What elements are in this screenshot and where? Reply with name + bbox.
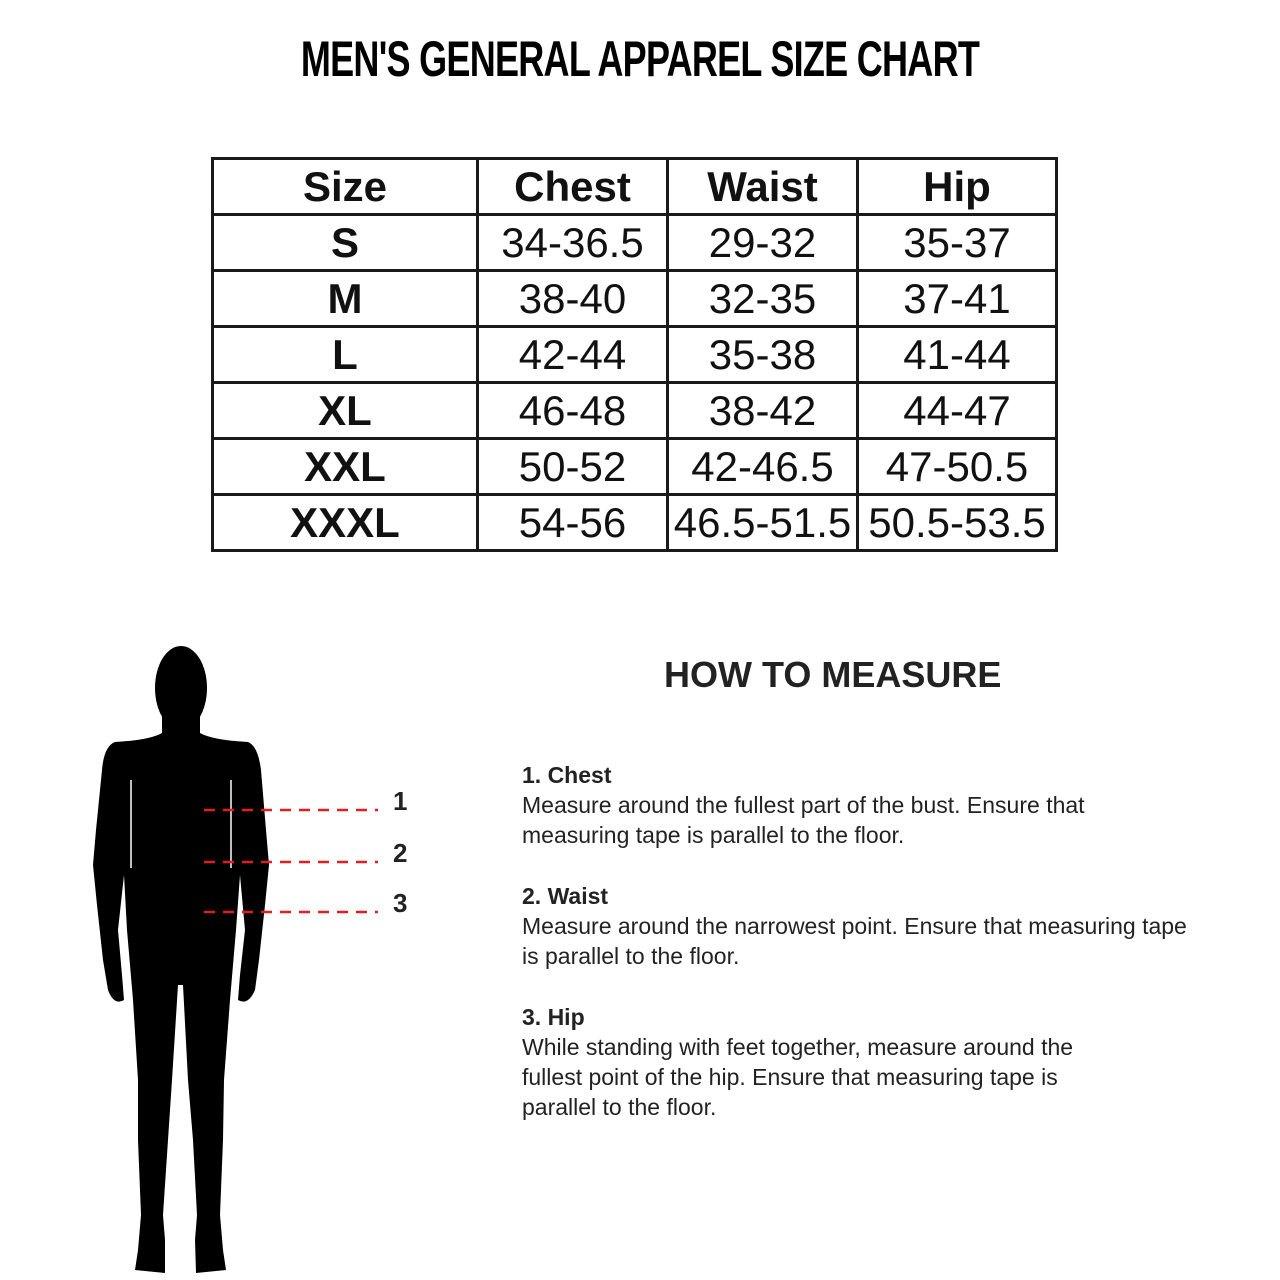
cell-hip: 41-44 bbox=[856, 325, 1058, 384]
table-row: XL 46-48 38-42 44-47 bbox=[211, 381, 1058, 440]
how-to-measure-heading: HOW TO MEASURE bbox=[664, 654, 1002, 695]
silhouette-body bbox=[93, 715, 269, 1273]
cell-chest: 42-44 bbox=[476, 325, 669, 384]
step-waist: 2. Waist Measure around the narrowest po… bbox=[522, 881, 1222, 971]
cell-size: XXXL bbox=[211, 493, 479, 552]
cell-hip: 37-41 bbox=[856, 269, 1058, 328]
step-title: 2. Waist bbox=[522, 883, 609, 909]
cell-size: M bbox=[211, 269, 479, 328]
header-waist: Waist bbox=[666, 157, 859, 216]
cell-chest: 54-56 bbox=[476, 493, 669, 552]
cell-chest: 34-36.5 bbox=[476, 213, 669, 272]
marker-3: 3 bbox=[393, 888, 408, 918]
cell-chest: 50-52 bbox=[476, 437, 669, 496]
table-row: M 38-40 32-35 37-41 bbox=[211, 269, 1058, 328]
silhouette-head bbox=[155, 646, 207, 730]
header-chest: Chest bbox=[476, 157, 669, 216]
table-row: S 34-36.5 29-32 35-37 bbox=[211, 213, 1058, 272]
table-row: XXXL 54-56 46.5-51.5 50.5-53.5 bbox=[211, 493, 1058, 552]
cell-size: XXL bbox=[211, 437, 479, 496]
cell-hip: 35-37 bbox=[856, 213, 1058, 272]
table-header-row: Size Chest Waist Hip bbox=[211, 157, 1058, 216]
cell-size: S bbox=[211, 213, 479, 272]
step-chest: 1. Chest Measure around the fullest part… bbox=[522, 760, 1222, 850]
cell-hip: 50.5-53.5 bbox=[856, 493, 1058, 552]
header-size: Size bbox=[211, 157, 479, 216]
header-hip: Hip bbox=[856, 157, 1058, 216]
step-text: While standing with feet together, measu… bbox=[522, 1034, 1074, 1120]
cell-chest: 46-48 bbox=[476, 381, 669, 440]
step-hip: 3. Hip While standing with feet together… bbox=[522, 1002, 1222, 1122]
cell-waist: 35-38 bbox=[666, 325, 859, 384]
cell-waist: 42-46.5 bbox=[666, 437, 859, 496]
cell-waist: 46.5-51.5 bbox=[666, 493, 859, 552]
cell-size: XL bbox=[211, 381, 479, 440]
step-text: Measure around the fullest part of the b… bbox=[522, 792, 1085, 848]
cell-waist: 32-35 bbox=[666, 269, 859, 328]
cell-hip: 44-47 bbox=[856, 381, 1058, 440]
marker-2: 2 bbox=[393, 838, 408, 868]
step-title: 1. Chest bbox=[522, 762, 612, 788]
cell-size: L bbox=[211, 325, 479, 384]
page-title: MEN'S GENERAL APPAREL SIZE CHART bbox=[300, 31, 980, 87]
measure-steps: 1. Chest Measure around the fullest part… bbox=[522, 760, 1222, 1153]
cell-waist: 29-32 bbox=[666, 213, 859, 272]
marker-1: 1 bbox=[393, 786, 408, 816]
cell-hip: 47-50.5 bbox=[856, 437, 1058, 496]
step-title: 3. Hip bbox=[522, 1004, 585, 1030]
cell-waist: 38-42 bbox=[666, 381, 859, 440]
cell-chest: 38-40 bbox=[476, 269, 669, 328]
table-row: XXL 50-52 42-46.5 47-50.5 bbox=[211, 437, 1058, 496]
table-row: L 42-44 35-38 41-44 bbox=[211, 325, 1058, 384]
step-text: Measure around the narrowest point. Ensu… bbox=[522, 913, 1187, 969]
size-chart-table: Size Chest Waist Hip S 34-36.5 29-32 35-37 M… bbox=[211, 157, 1058, 552]
